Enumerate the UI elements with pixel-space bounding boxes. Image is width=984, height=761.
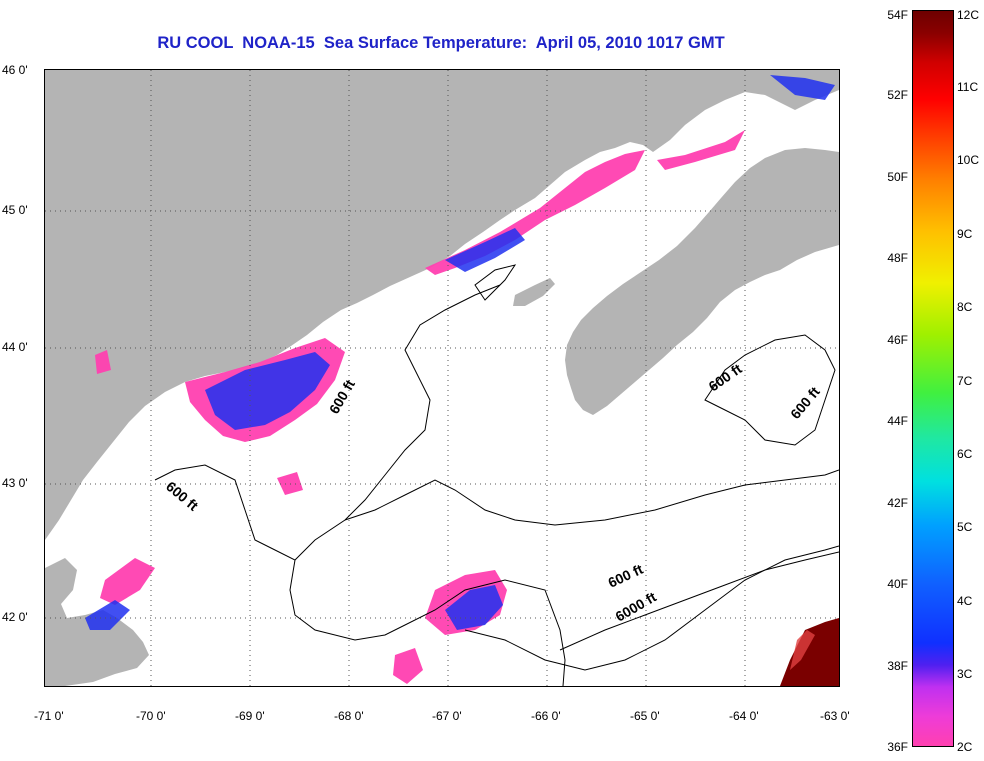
longitude-label: -68 0' — [334, 709, 364, 723]
colorbar-label-f: 46F — [887, 333, 908, 347]
colorbar-label-c: 9C — [957, 227, 973, 241]
cool-water-patches — [85, 75, 835, 630]
colorbar-label-f: 50F — [887, 170, 908, 184]
colorbar-label-c: 2C — [957, 740, 973, 754]
sst-map[interactable]: 600 ft 600 ft 600 ft 600 ft 600 ft 6000 … — [44, 69, 840, 687]
longitude-label: -65 0' — [630, 709, 660, 723]
colorbar-label-f: 48F — [887, 251, 908, 265]
warm-water-patch — [780, 618, 839, 686]
colorbar-label-f: 54F — [887, 8, 908, 22]
colorbar-label-c: 4C — [957, 594, 973, 608]
colorbar-label-f: 52F — [887, 88, 908, 102]
nova-scotia-land — [565, 148, 839, 415]
longitude-label: -71 0' — [34, 709, 64, 723]
latitude-label: 46 0' — [2, 63, 28, 77]
colorbar-label-f: 36F — [887, 740, 908, 754]
longitude-label: -70 0' — [136, 709, 166, 723]
longitude-label: -69 0' — [235, 709, 265, 723]
contour-label: 600 ft — [706, 360, 745, 394]
temperature-colorbar — [912, 10, 954, 747]
colorbar-label-c: 8C — [957, 300, 973, 314]
colorbar-label-f: 44F — [887, 414, 908, 428]
mainland-land — [45, 70, 839, 540]
warm-water-edge — [790, 630, 815, 670]
map-canvas: 600 ft 600 ft 600 ft 600 ft 600 ft 6000 … — [45, 70, 839, 686]
contour-label: 600 ft — [163, 478, 202, 514]
latitude-label: 44 0' — [2, 340, 28, 354]
contour-label: 600 ft — [787, 383, 823, 422]
depth-contours — [154, 264, 839, 686]
colorbar-label-c: 3C — [957, 667, 973, 681]
colorbar-label-c: 6C — [957, 447, 973, 461]
longitude-label: -67 0' — [432, 709, 462, 723]
latitude-label: 42 0' — [2, 610, 28, 624]
colorbar-label-c: 10C — [957, 153, 980, 167]
latitude-label: 45 0' — [2, 203, 28, 217]
colorbar-label-c: 12C — [957, 8, 980, 22]
longitude-label: -64 0' — [729, 709, 759, 723]
map-title: RU COOL NOAA-15 Sea Surface Temperature:… — [157, 34, 725, 52]
longitude-label: -66 0' — [531, 709, 561, 723]
colorbar-label-f: 42F — [887, 496, 908, 510]
contour-label: 6000 ft — [613, 588, 660, 624]
longitude-label: -63 0' — [820, 709, 850, 723]
island-land — [513, 278, 555, 306]
colorbar-label-f: 40F — [887, 577, 908, 591]
colorbar-label-c: 7C — [957, 374, 973, 388]
colorbar-label-f: 38F — [887, 659, 908, 673]
contour-label: 600 ft — [606, 561, 646, 591]
colorbar-label-c: 11C — [957, 80, 979, 94]
colorbar-label-c: 5C — [957, 520, 973, 534]
latitude-label: 43 0' — [2, 476, 28, 490]
